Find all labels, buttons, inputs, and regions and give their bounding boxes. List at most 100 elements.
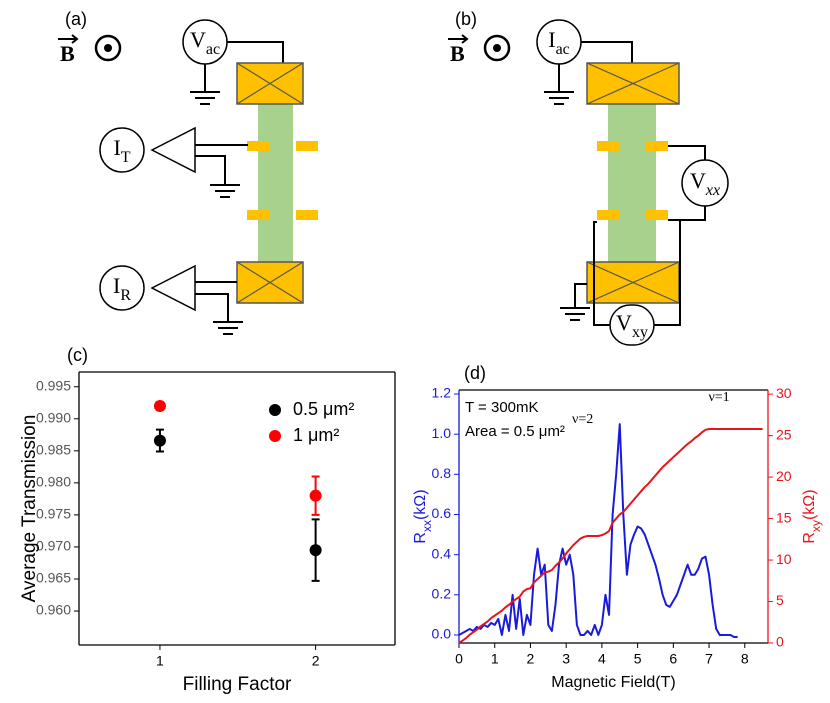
- y2-axis-label-part: xy: [809, 520, 823, 532]
- y2-axis-label-part: R: [801, 532, 818, 544]
- x-tick-label: 8: [741, 651, 749, 667]
- probe: [646, 210, 668, 220]
- y-tick-label: 0.975: [36, 506, 71, 522]
- probe: [646, 141, 668, 151]
- meter-label: IR: [113, 273, 131, 304]
- x-axis-label: Magnetic Field(T): [551, 674, 675, 691]
- series-line: [458, 423, 738, 638]
- y-axis-label: Rxx(kΩ): [412, 489, 434, 543]
- ground: [544, 64, 574, 105]
- point: [153, 399, 166, 412]
- y2-axis-label: Rxy(kΩ): [801, 489, 823, 543]
- meter-sub: ac: [206, 41, 220, 58]
- y2-tick-label: 25: [776, 426, 792, 442]
- field-arrow: [58, 34, 79, 44]
- panel-a: (a) B Vac IT IR: [58, 9, 318, 335]
- y-tick-label: 1.0: [432, 425, 452, 441]
- meter: [536, 19, 582, 65]
- meter: [681, 159, 729, 207]
- panel-label: (c): [67, 345, 88, 365]
- contact-cross: [586, 62, 680, 105]
- field-symbol: [483, 34, 511, 62]
- probe: [247, 210, 269, 220]
- meter-main: V: [616, 310, 632, 335]
- wire: [560, 145, 706, 326]
- amplifier: [150, 126, 196, 174]
- y2-tick-label: 5: [776, 592, 784, 608]
- probe: [296, 210, 318, 220]
- annotation: ν=1: [708, 390, 729, 405]
- probe: [296, 141, 318, 151]
- wire: [195, 281, 243, 335]
- x-tick-label: 4: [598, 651, 606, 667]
- meter-sub: xx: [705, 182, 720, 199]
- meter-label: Iac: [548, 27, 570, 58]
- legend-marker: [269, 404, 281, 416]
- meter-sub: ac: [556, 41, 570, 58]
- y2-tick-label: 15: [776, 509, 792, 525]
- annotation: ν=2: [572, 412, 593, 427]
- x-axis-label: Filling Factor: [183, 674, 292, 695]
- meter-main: V: [690, 168, 706, 193]
- y-tick-label: 0.960: [36, 602, 71, 618]
- field-label: B: [450, 41, 465, 66]
- x-tick-label: 2: [312, 653, 320, 669]
- meter-main: I: [548, 27, 555, 52]
- series-line: [458, 427, 763, 644]
- y2-axis-label-part: (kΩ): [801, 489, 818, 520]
- field-dot: [493, 44, 501, 52]
- y-tick-label: 0.965: [36, 570, 71, 586]
- field-label: B: [60, 41, 75, 66]
- probe: [247, 141, 269, 151]
- y-tick-label: 0.970: [36, 538, 71, 554]
- meter: [182, 19, 228, 65]
- field-dot: [104, 44, 112, 52]
- meter-main: I: [113, 273, 120, 298]
- y-axis-label-part: (kΩ): [412, 489, 429, 520]
- y-tick-label: 0.4: [432, 545, 452, 561]
- y-tick-label: 0.2: [432, 586, 452, 602]
- wire: [195, 144, 248, 198]
- legend-marker: [269, 430, 281, 442]
- meter-main: I: [113, 135, 120, 160]
- meter: [99, 265, 145, 311]
- x-tick-label: 6: [669, 651, 677, 667]
- meter: [609, 304, 655, 346]
- contact-cross: [236, 62, 304, 105]
- annotation: T = 300mK: [465, 399, 539, 416]
- wire: [227, 41, 284, 63]
- y-axis-label-part: xx: [420, 520, 434, 532]
- meter-label: IT: [113, 135, 130, 166]
- panel-label: (a): [65, 9, 87, 29]
- probe: [597, 210, 619, 220]
- meter-sub: R: [120, 287, 131, 304]
- y-axis-label-part: R: [412, 532, 429, 544]
- meter-sub: T: [121, 149, 131, 166]
- y-tick-label: 0.8: [432, 465, 452, 481]
- contact-cross: [586, 261, 680, 304]
- field-symbol: [94, 34, 122, 62]
- y-tick-label: 1.2: [432, 385, 452, 401]
- field-arrow: [448, 34, 469, 44]
- y-tick-label: 0.990: [36, 409, 71, 425]
- y2-tick-label: 0: [776, 634, 784, 650]
- meter-main: V: [190, 27, 206, 52]
- x-tick-label: 0: [455, 651, 463, 667]
- meter-label: Vac: [190, 27, 220, 58]
- panel-b: (b) B Iac Vxx Vxy: [448, 9, 729, 346]
- meter-label: Vxx: [690, 168, 720, 199]
- x-tick-label: 2: [527, 651, 535, 667]
- y2-tick-label: 10: [776, 551, 792, 567]
- y-tick-label: 0.6: [432, 505, 452, 521]
- x-tick-label: 1: [491, 651, 499, 667]
- ground: [190, 64, 220, 105]
- panel-label: (b): [455, 9, 477, 29]
- contact-cross: [236, 261, 304, 304]
- y2-tick-label: 30: [776, 385, 792, 401]
- annotation: Area = 0.5 μm²: [465, 423, 565, 440]
- point: [309, 489, 322, 502]
- legend-label: 1 μm²: [293, 425, 339, 445]
- point: [309, 544, 322, 557]
- probe: [597, 141, 619, 151]
